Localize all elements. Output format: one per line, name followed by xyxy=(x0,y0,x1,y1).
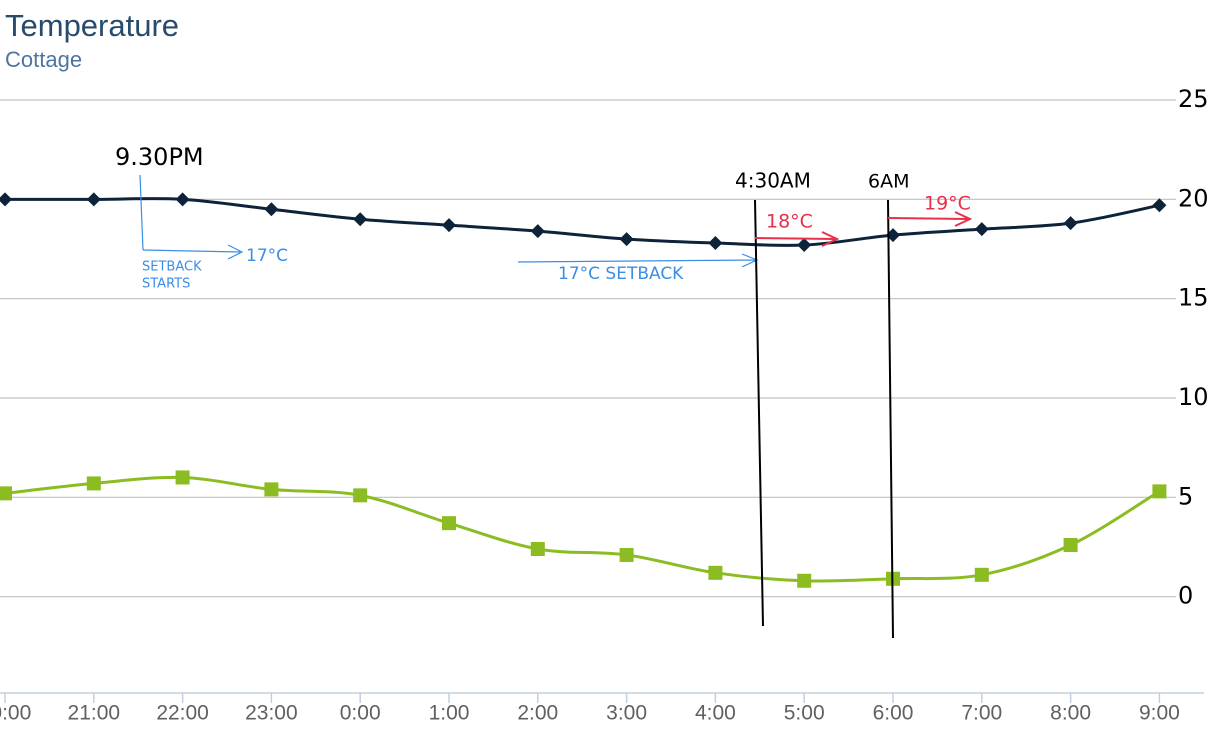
marker xyxy=(175,192,190,207)
x-tick-label: 5:00 xyxy=(784,702,825,725)
x-tick-label: 21:00 xyxy=(68,702,121,725)
annotation-arrow xyxy=(754,231,840,247)
x-tick-label: 3:00 xyxy=(606,702,647,725)
x-tick-label: 8:00 xyxy=(1050,702,1091,725)
series xyxy=(0,192,1167,588)
marker xyxy=(530,224,545,239)
marker xyxy=(619,232,634,247)
x-tick-label: 1:00 xyxy=(429,702,470,725)
marker xyxy=(0,486,12,501)
annotation: 17°C xyxy=(246,246,288,266)
series-line xyxy=(4,197,1160,247)
annotation-line xyxy=(754,199,764,627)
x-tick-label: 6:00 xyxy=(873,702,914,725)
marker xyxy=(797,573,812,588)
annotation: 19°C xyxy=(924,193,971,215)
annotation: SETBACK xyxy=(142,260,202,275)
marker xyxy=(353,212,368,227)
y-tick-label: 0 xyxy=(1178,582,1193,610)
marker xyxy=(708,236,723,251)
y-tick-label: 25 xyxy=(1178,85,1209,113)
x-tick-label: 7:00 xyxy=(961,702,1002,725)
y-tick-label: 20 xyxy=(1178,184,1209,212)
chart-subtitle: Cottage xyxy=(5,47,82,72)
marker xyxy=(353,488,368,503)
marker xyxy=(974,567,989,582)
x-tick-label: 4:00 xyxy=(695,702,736,725)
marker xyxy=(264,482,279,497)
annotation: STARTS xyxy=(142,277,190,292)
marker xyxy=(442,516,456,531)
series-line xyxy=(4,475,1161,583)
marker xyxy=(0,192,12,207)
annotation: 18°C xyxy=(766,211,813,233)
x-tick-label: 0:00 xyxy=(340,702,381,725)
chart-title: Temperature xyxy=(5,8,179,43)
y-tick-label: 10 xyxy=(1178,383,1209,411)
annotation: 6AM xyxy=(868,171,909,193)
marker xyxy=(264,202,279,217)
marker xyxy=(86,192,101,207)
marker xyxy=(530,541,545,556)
annotations: 9.30PM SETBACK STARTS 17°C 17°C SETBACK … xyxy=(115,143,973,639)
marker xyxy=(1063,538,1078,553)
marker xyxy=(1063,216,1078,231)
annotation-arrow xyxy=(142,244,244,260)
marker xyxy=(1152,198,1167,213)
marker xyxy=(974,222,989,237)
y-tick-label: 5 xyxy=(1178,482,1193,510)
y-tick-label: 15 xyxy=(1178,284,1209,312)
marker xyxy=(175,470,190,485)
grid: 0 5 10 15 20 25 20:00 21:00 22:00 23:00 0:00 1:00 2:… xyxy=(0,85,1209,725)
annotation: 4:30AM xyxy=(735,169,811,193)
x-tick-label: 22:00 xyxy=(156,702,209,725)
x-tick-label: 20:00 xyxy=(0,702,31,725)
x-tick-label: 9:00 xyxy=(1139,702,1180,725)
marker xyxy=(708,565,723,580)
marker xyxy=(619,547,634,562)
x-tick-label: 23:00 xyxy=(245,702,298,725)
marker xyxy=(442,218,456,233)
annotation-line xyxy=(139,174,144,251)
marker xyxy=(86,476,101,491)
marker xyxy=(1152,484,1167,499)
annotation-arrow xyxy=(887,211,973,227)
x-tick-label: 2:00 xyxy=(517,702,558,725)
marker xyxy=(797,238,812,253)
annotation: 17°C SETBACK xyxy=(558,264,684,284)
marker xyxy=(886,228,900,243)
annotation: 9.30PM xyxy=(115,143,204,171)
annotation-line xyxy=(887,199,894,639)
